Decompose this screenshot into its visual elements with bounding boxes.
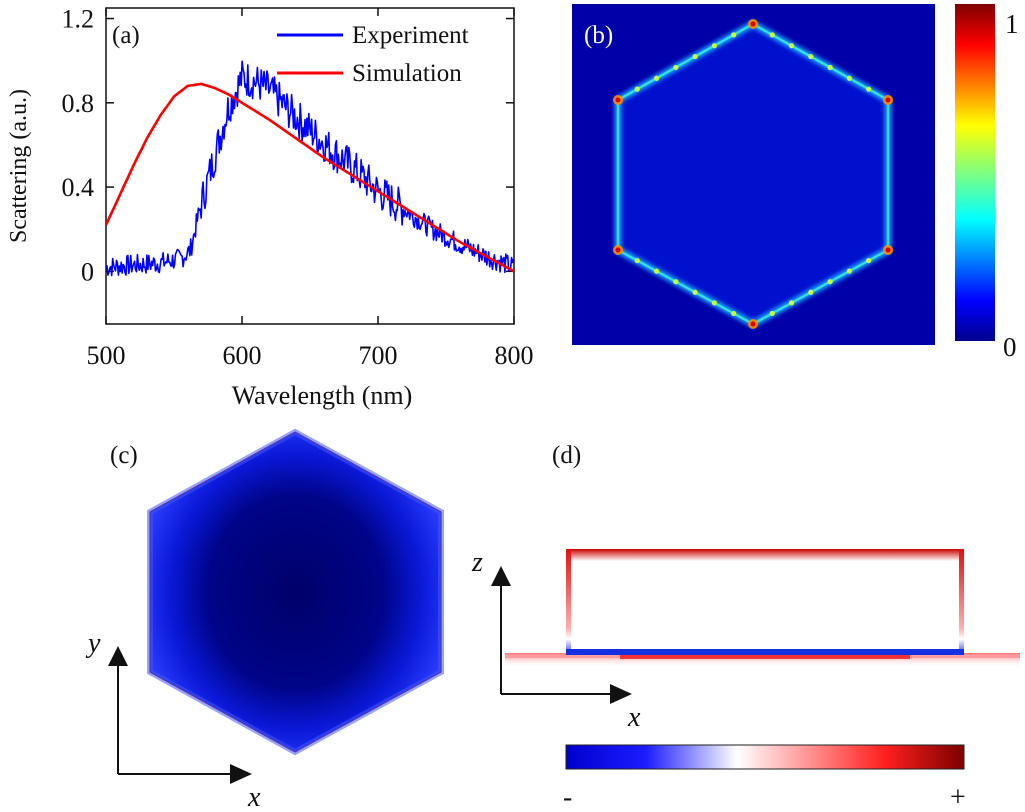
tick-labels: 500 600 700 800 0 0.4 0.8 1.2 — [62, 5, 534, 370]
edge-hotspot — [846, 268, 853, 274]
series-experiment — [106, 60, 514, 277]
colorbar-plus-label: + — [950, 782, 966, 812]
edge-hotspot — [808, 53, 814, 60]
colorbar-jet — [955, 4, 995, 341]
colorbar-max-label: 1 — [1005, 9, 1019, 39]
edge-hotspot — [731, 310, 737, 317]
bottom-edge-field — [566, 649, 964, 655]
series-simulation — [106, 82, 514, 273]
panel-c-heatmap: (c) y x — [85, 428, 444, 812]
top-edge-field — [566, 549, 964, 561]
panel-d-heatmap: (d) z x - + — [471, 442, 1020, 812]
y-tick-label-1: 0.4 — [62, 173, 95, 202]
right-edge-field — [959, 549, 964, 655]
corner-hotspot-core — [885, 247, 891, 253]
x-axis-arrowhead-d — [610, 684, 632, 704]
panel-a-chart: 500 600 700 800 0 0.4 0.8 1.2 (a) Experiment Si… — [6, 5, 534, 410]
series-lines — [106, 60, 514, 277]
x-tick-label-600: 600 — [223, 341, 262, 370]
edge-hotspot — [673, 279, 679, 285]
panel-label-b: (b) — [584, 22, 613, 49]
y-axis-label: Scattering (a.u.) — [6, 89, 32, 243]
edge-hotspot — [711, 300, 718, 306]
colorbar-bwr — [565, 744, 965, 770]
y-tick-label-0: 0 — [81, 257, 94, 286]
edge-hotspot — [827, 279, 833, 285]
axis-label-x: x — [247, 782, 261, 812]
edge-hotspot — [653, 268, 660, 274]
corner-hotspot-core — [885, 97, 891, 103]
plot-frame — [105, 7, 515, 325]
legend-label-simulation: Simulation — [352, 60, 462, 87]
y-axis-arrowhead — [108, 646, 128, 666]
axis-label-x-d: x — [627, 702, 641, 733]
axis-ticks — [105, 8, 515, 324]
edge-hotspot — [769, 32, 775, 38]
colorbar-min-label: 0 — [1003, 332, 1017, 362]
edge-hotspot — [788, 300, 795, 306]
x-tick-label-700: 700 — [359, 341, 398, 370]
edge-hotspot — [692, 289, 698, 295]
edge-hotspot — [769, 310, 775, 317]
edge-hotspots — [613, 19, 893, 329]
edge-hotspot — [634, 86, 640, 92]
corner-hotspot-core — [750, 321, 756, 327]
edge-hotspot — [788, 43, 795, 49]
panel-b-heatmap: (b) 1 0 — [572, 4, 1019, 362]
edge-hotspot — [827, 64, 833, 71]
edge-hotspot — [731, 32, 737, 38]
edge-hotspot — [653, 75, 660, 81]
corner-hotspot-core — [615, 247, 621, 253]
x-axis-label: Wavelength (nm) — [232, 381, 413, 410]
edge-hotspot — [866, 86, 872, 92]
edge-hotspot — [846, 75, 853, 81]
edge-hotspot — [711, 43, 718, 49]
hexagon-interior — [618, 24, 888, 324]
edge-hotspot — [808, 289, 814, 295]
panel-label-d: (d) — [552, 442, 581, 469]
y-tick-label-2: 0.8 — [62, 89, 95, 118]
corner-hotspot-core — [615, 97, 621, 103]
edge-hotspot — [634, 257, 640, 264]
corner-hotspot-core — [750, 21, 756, 27]
hexagon-charge-map — [149, 431, 442, 753]
x-axis-arrowhead — [230, 764, 252, 784]
axis-label-z: z — [471, 547, 483, 578]
left-edge-field — [566, 549, 571, 655]
z-axis-arrowhead — [491, 566, 511, 586]
y-tick-label-3: 1.2 — [62, 5, 95, 34]
panel-label-c: (c) — [110, 442, 138, 469]
bottom-edge-field-red — [620, 655, 910, 659]
panel-label-a: (a) — [112, 22, 140, 49]
x-tick-label-800: 800 — [495, 341, 534, 370]
edge-hotspot — [866, 257, 872, 264]
hexagon-edge-highlight — [147, 428, 444, 756]
colorbar-minus-label: - — [563, 782, 572, 812]
x-tick-label-500: 500 — [87, 341, 126, 370]
legend-label-experiment: Experiment — [352, 22, 469, 49]
edge-hotspot — [692, 53, 698, 60]
axis-label-y: y — [85, 628, 101, 659]
edge-hotspot — [673, 64, 679, 71]
